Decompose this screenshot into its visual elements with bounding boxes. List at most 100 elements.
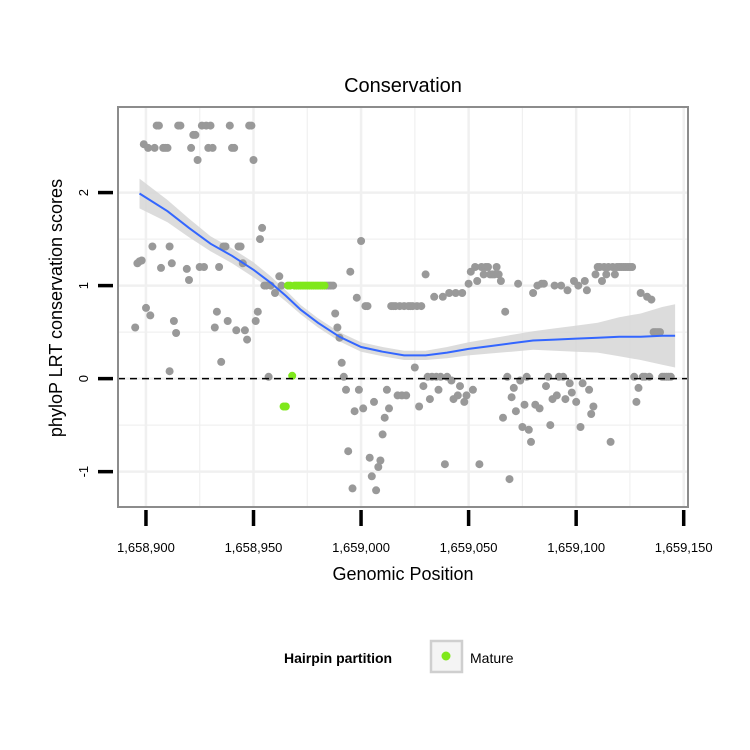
point-mature xyxy=(288,371,297,380)
point-other xyxy=(606,437,615,446)
point-other xyxy=(372,486,381,495)
point-other xyxy=(402,391,411,400)
point-other xyxy=(458,289,467,297)
point-other xyxy=(522,372,531,381)
point-other xyxy=(378,430,387,439)
point-other xyxy=(582,286,591,295)
x-axis: 1,658,900 1,658,950 1,659,000 1,659,050 1,65… xyxy=(117,510,713,555)
point-other xyxy=(514,279,523,288)
y-axis-label: phyloP LRT conservation scores xyxy=(46,179,66,437)
point-other xyxy=(598,277,606,285)
point-other xyxy=(460,397,469,406)
point-other xyxy=(240,326,249,335)
point-other xyxy=(509,383,518,392)
point-other xyxy=(499,413,507,422)
point-other xyxy=(565,379,574,388)
point-other xyxy=(552,391,561,400)
point-other xyxy=(494,270,503,279)
x-axis-label: Genomic Position xyxy=(332,564,473,584)
point-other xyxy=(546,421,555,430)
point-other xyxy=(645,372,654,381)
point-other xyxy=(464,279,473,288)
x-tick-label: 1,659,150 xyxy=(655,540,713,555)
point-other xyxy=(529,289,538,297)
point-other xyxy=(206,121,215,130)
point-other xyxy=(163,143,172,152)
point-other xyxy=(165,367,174,376)
data-points xyxy=(131,121,675,495)
point-other xyxy=(191,130,200,139)
point-other xyxy=(647,295,656,304)
point-other xyxy=(496,277,505,285)
point-other xyxy=(484,263,492,271)
legend-label-mature: Mature xyxy=(470,650,514,666)
point-other xyxy=(225,121,234,130)
point-other xyxy=(215,263,224,271)
point-other xyxy=(518,423,527,431)
point-other xyxy=(221,242,230,251)
point-other xyxy=(453,391,462,400)
point-other xyxy=(462,391,471,400)
point-other xyxy=(410,363,419,372)
point-other xyxy=(632,397,641,406)
x-tick-label: 1,658,950 xyxy=(225,540,283,555)
point-other xyxy=(440,460,449,469)
point-other xyxy=(337,358,346,367)
point-other xyxy=(236,242,245,251)
point-other xyxy=(563,286,572,295)
point-other xyxy=(137,256,146,265)
point-other xyxy=(567,388,576,397)
point-other xyxy=(539,279,548,288)
point-other xyxy=(331,309,340,318)
point-other xyxy=(630,372,639,381)
point-other xyxy=(419,382,428,391)
point-other xyxy=(471,263,480,271)
point-other xyxy=(580,277,589,285)
point-other xyxy=(212,307,221,316)
point-other xyxy=(169,317,178,325)
point-other xyxy=(585,385,594,394)
point-other xyxy=(275,272,284,281)
point-other xyxy=(561,395,570,404)
point-other xyxy=(524,425,533,434)
point-other xyxy=(154,121,163,130)
smooth-line xyxy=(138,192,676,357)
point-other xyxy=(329,281,338,290)
point-other xyxy=(438,292,447,301)
point-other xyxy=(520,400,529,409)
point-other xyxy=(370,397,378,406)
point-other xyxy=(587,410,596,418)
point-other xyxy=(468,385,477,394)
point-other xyxy=(339,372,348,381)
point-other xyxy=(208,143,217,152)
point-other xyxy=(247,121,256,130)
point-other xyxy=(144,143,153,152)
point-other xyxy=(365,453,374,462)
point-other xyxy=(249,156,258,164)
x-tick-label: 1,659,100 xyxy=(547,540,605,555)
point-other xyxy=(527,437,535,446)
point-other xyxy=(223,317,232,325)
point-other xyxy=(505,475,514,484)
y-tick-label: 2 xyxy=(76,189,91,196)
point-other xyxy=(434,385,443,394)
x-tick-label: 1,659,050 xyxy=(440,540,498,555)
point-other xyxy=(374,463,383,471)
point-other xyxy=(142,303,150,312)
point-other xyxy=(421,270,430,279)
point-other xyxy=(217,357,226,366)
point-other xyxy=(602,270,611,279)
point-mature xyxy=(281,402,290,411)
point-other xyxy=(445,289,454,297)
point-other xyxy=(348,484,357,493)
legend: Hairpin partition Mature xyxy=(284,639,514,674)
point-other xyxy=(150,143,159,152)
plot-border xyxy=(117,106,689,508)
point-other xyxy=(451,289,460,297)
point-other xyxy=(344,447,353,456)
point-other xyxy=(187,143,196,152)
point-other xyxy=(417,302,426,311)
point-other xyxy=(576,423,585,431)
confidence-ribbon xyxy=(139,178,676,368)
